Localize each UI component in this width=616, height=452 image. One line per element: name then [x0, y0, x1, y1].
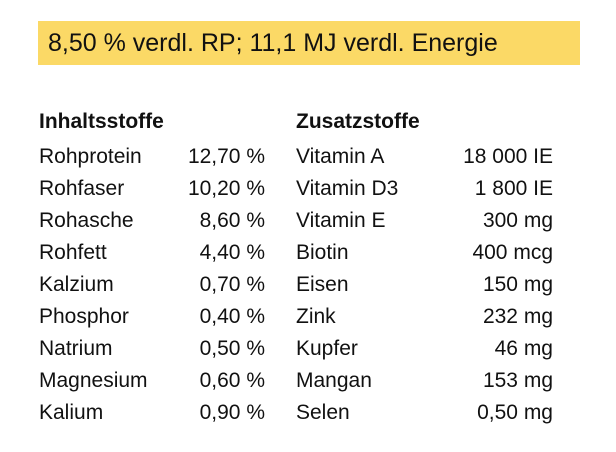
- row-value: 1 800 IE: [474, 177, 553, 200]
- row-value: 12,70 %: [187, 145, 265, 168]
- table-row: Vitamin A 18 000 IE: [296, 141, 553, 173]
- row-name: Rohasche: [39, 209, 134, 232]
- table-row: Zink 232 mg: [296, 301, 553, 333]
- row-name: Vitamin A: [296, 145, 385, 168]
- table-row: Kalzium 0,70 %: [39, 269, 265, 301]
- row-name: Rohprotein: [39, 145, 142, 168]
- row-value: 150 mg: [482, 273, 553, 296]
- row-value: 400 mcg: [472, 241, 553, 264]
- row-name: Selen: [296, 401, 350, 424]
- row-value: 10,20 %: [187, 177, 265, 200]
- row-name: Vitamin D3: [296, 177, 399, 200]
- row-value: 153 mg: [482, 369, 553, 392]
- table-row: Kalium 0,90 %: [39, 397, 265, 429]
- row-value: 18 000 IE: [463, 145, 553, 168]
- row-name: Natrium: [39, 337, 113, 360]
- row-name: Mangan: [296, 369, 372, 392]
- ingredients-heading: Inhaltsstoffe: [39, 110, 164, 133]
- table-row: Mangan 153 mg: [296, 365, 553, 397]
- table-row: Rohasche 8,60 %: [39, 205, 265, 237]
- row-value: 0,60 %: [199, 369, 265, 392]
- row-value: 8,60 %: [199, 209, 265, 232]
- row-name: Kupfer: [296, 337, 358, 360]
- row-value: 300 mg: [482, 209, 553, 232]
- row-name: Zink: [296, 305, 336, 328]
- row-value: 0,70 %: [199, 273, 265, 296]
- table-row: Kupfer 46 mg: [296, 333, 553, 365]
- table-row: Phosphor 0,40 %: [39, 301, 265, 333]
- row-value: 46 mg: [494, 337, 553, 360]
- table-row: Rohprotein 12,70 %: [39, 141, 265, 173]
- row-name: Kalzium: [39, 273, 114, 296]
- row-name: Eisen: [296, 273, 349, 296]
- table-row: Selen 0,50 mg: [296, 397, 553, 429]
- row-value: 0,90 %: [199, 401, 265, 424]
- row-value: 0,50 mg: [477, 401, 553, 424]
- table-row: Rohfett 4,40 %: [39, 237, 265, 269]
- table-row: Eisen 150 mg: [296, 269, 553, 301]
- additives-heading: Zusatzstoffe: [296, 110, 420, 133]
- row-name: Rohfaser: [39, 177, 125, 200]
- table-row: Rohfaser 10,20 %: [39, 173, 265, 205]
- row-name: Vitamin E: [296, 209, 386, 232]
- energy-banner: 8,50 % verdl. RP; 11,1 MJ verdl. Energie: [38, 21, 580, 65]
- row-value: 0,50 %: [199, 337, 265, 360]
- row-name: Kalium: [39, 401, 104, 424]
- row-name: Magnesium: [39, 369, 148, 392]
- ingredients-table: Rohprotein 12,70 % Rohfaser 10,20 % Rohasche…: [39, 141, 265, 429]
- row-name: Biotin: [296, 241, 349, 264]
- table-row: Vitamin D3 1 800 IE: [296, 173, 553, 205]
- row-name: Rohfett: [39, 241, 107, 264]
- row-name: Phosphor: [39, 305, 129, 328]
- table-row: Magnesium 0,60 %: [39, 365, 265, 397]
- row-value: 4,40 %: [199, 241, 265, 264]
- table-row: Natrium 0,50 %: [39, 333, 265, 365]
- row-value: 232 mg: [482, 305, 553, 328]
- row-value: 0,40 %: [199, 305, 265, 328]
- table-row: Vitamin E 300 mg: [296, 205, 553, 237]
- table-row: Biotin 400 mcg: [296, 237, 553, 269]
- additives-table: Vitamin A 18 000 IE Vitamin D3 1 800 IE Vita…: [296, 141, 553, 429]
